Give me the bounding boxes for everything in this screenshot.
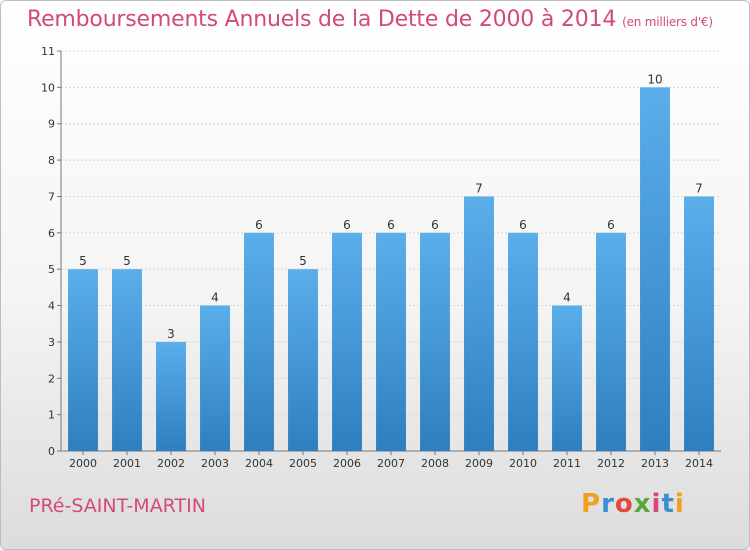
bar-2012 xyxy=(596,232,626,451)
y-tick-label: 1 xyxy=(48,409,55,422)
y-tick-label: 9 xyxy=(48,118,55,131)
data-label: 6 xyxy=(255,218,263,232)
data-label: 7 xyxy=(695,181,703,195)
bar-2009 xyxy=(464,196,494,451)
y-tick-label: 0 xyxy=(48,445,55,458)
bar-2006 xyxy=(332,232,362,451)
logo-letter: o xyxy=(614,489,634,519)
bar-2004 xyxy=(244,232,274,451)
chart-title-text: Remboursements Annuels de la Dette de 20… xyxy=(27,7,617,32)
bar-2001 xyxy=(112,269,142,451)
logo-letter: x xyxy=(633,489,652,519)
y-tick-label: 7 xyxy=(48,190,55,203)
data-label: 6 xyxy=(519,218,527,232)
x-tick-label: 2010 xyxy=(509,457,537,470)
bar-2005 xyxy=(288,269,318,451)
bar-2008 xyxy=(420,232,450,451)
logo-letter: r xyxy=(601,489,615,519)
y-tick-label: 8 xyxy=(48,154,55,167)
bar-2010 xyxy=(508,232,538,451)
data-label: 5 xyxy=(79,254,87,268)
logo-letter: i xyxy=(651,489,662,519)
commune-name: PRé-SAINT-MARTIN xyxy=(29,495,206,517)
data-label: 7 xyxy=(475,181,483,195)
x-tick-label: 2011 xyxy=(553,457,581,470)
x-tick-label: 2014 xyxy=(685,457,713,470)
x-tick-label: 2004 xyxy=(245,457,273,470)
data-label: 4 xyxy=(211,291,219,305)
proxiti-logo: Proxiti xyxy=(581,489,685,519)
data-label: 10 xyxy=(647,72,662,86)
bar-layer xyxy=(68,87,714,451)
chart-title: Remboursements Annuels de la Dette de 20… xyxy=(27,7,713,32)
bar-2007 xyxy=(376,232,406,451)
logo-letter: t xyxy=(661,489,675,519)
bar-2000 xyxy=(68,269,98,451)
x-tick-label: 2009 xyxy=(465,457,493,470)
x-tick-label: 2003 xyxy=(201,457,229,470)
x-tick-label: 2005 xyxy=(289,457,317,470)
logo-letter: P xyxy=(581,489,602,519)
x-tick-label: 2007 xyxy=(377,457,405,470)
bar-2002 xyxy=(156,341,186,451)
logo-letter: i xyxy=(674,489,685,519)
chart-unit: (en milliers d'€) xyxy=(622,15,713,29)
bar-2003 xyxy=(200,305,230,451)
x-tick-label: 2013 xyxy=(641,457,669,470)
data-label: 5 xyxy=(299,254,307,268)
data-label: 6 xyxy=(387,218,395,232)
y-tick-label: 2 xyxy=(48,372,55,385)
bar-2014 xyxy=(684,196,714,451)
x-tick-label: 2006 xyxy=(333,457,361,470)
data-label: 3 xyxy=(167,327,175,341)
y-tick-label: 6 xyxy=(48,227,55,240)
label-layer: 5 5 3 4 6 5 6 6 6 7 6 4 6 10 7 xyxy=(79,72,703,341)
data-label: 4 xyxy=(563,291,571,305)
data-label: 5 xyxy=(123,254,131,268)
y-tick-label: 11 xyxy=(41,45,55,58)
x-tick-label: 2012 xyxy=(597,457,625,470)
data-label: 6 xyxy=(343,218,351,232)
y-tick-label: 10 xyxy=(41,81,55,94)
x-tick-label: 2000 xyxy=(69,457,97,470)
y-tick-label: 3 xyxy=(48,336,55,349)
x-tick-label: 2008 xyxy=(421,457,449,470)
bar-2011 xyxy=(552,305,582,451)
x-tick-label: 2002 xyxy=(157,457,185,470)
data-label: 6 xyxy=(607,218,615,232)
y-tick-label: 4 xyxy=(48,300,55,313)
bar-2013 xyxy=(640,87,670,451)
x-tick-label: 2001 xyxy=(113,457,141,470)
data-label: 6 xyxy=(431,218,439,232)
y-tick-label: 5 xyxy=(48,263,55,276)
